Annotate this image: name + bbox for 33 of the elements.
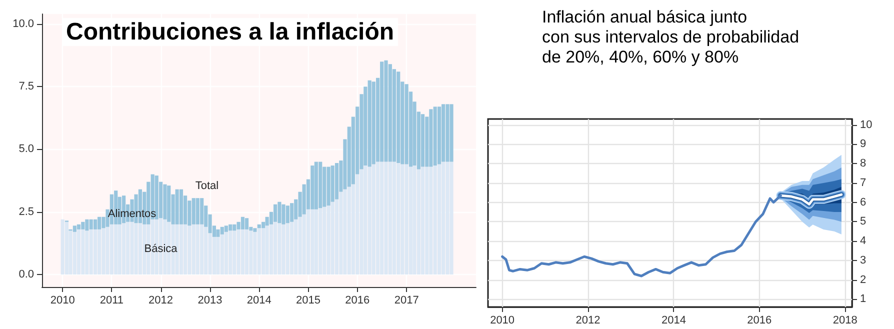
y-tick-label: 4	[860, 235, 866, 248]
x-tick-label: 2018	[832, 314, 858, 326]
x-tick-label: 2015	[296, 294, 320, 306]
y-tick-label: 2	[860, 274, 866, 286]
y-tick-label: 10.0	[12, 18, 34, 30]
x-tick-label: 2016	[345, 294, 370, 306]
series-label: Básica	[144, 243, 178, 256]
y-tick-label: 0.0	[18, 268, 34, 280]
y-tick-label: 6	[860, 196, 866, 208]
y-tick-label: 7.5	[18, 80, 34, 93]
y-tick-label: 10	[860, 118, 872, 131]
x-tick-label: 2011	[100, 294, 124, 306]
x-tick-label: 2014	[246, 294, 272, 306]
y-tick-label: 1	[860, 293, 866, 306]
y-tick-label: 7	[860, 176, 866, 189]
y-tick-label: 2.5	[18, 206, 34, 218]
x-tick-label: 2010	[490, 314, 515, 326]
annotation: Total	[195, 180, 219, 192]
x-tick-label: 2010	[50, 294, 75, 306]
y-tick-label: 9	[860, 138, 866, 150]
x-tick-label: 2013	[198, 294, 222, 306]
y-tick-label: 5.0	[18, 143, 34, 156]
x-tick-label: 2014	[661, 314, 686, 326]
y-tick-label: 5	[860, 216, 866, 228]
x-tick-label: 2012	[148, 294, 174, 306]
y-tick-label: 8	[860, 158, 866, 170]
y-tick-label: 3	[860, 254, 866, 266]
chart-title: Inflación anual básica junto con sus intervalos de probabilidad de 20%, 40%, 60% y 80%	[542, 8, 800, 66]
x-tick-label: 2016	[747, 314, 772, 326]
x-tick-label: 2012	[576, 314, 600, 326]
series-label: Alimentos	[108, 208, 157, 220]
chart-title: Contribuciones a la inflación	[66, 18, 394, 46]
x-tick-label: 2017	[394, 294, 419, 306]
